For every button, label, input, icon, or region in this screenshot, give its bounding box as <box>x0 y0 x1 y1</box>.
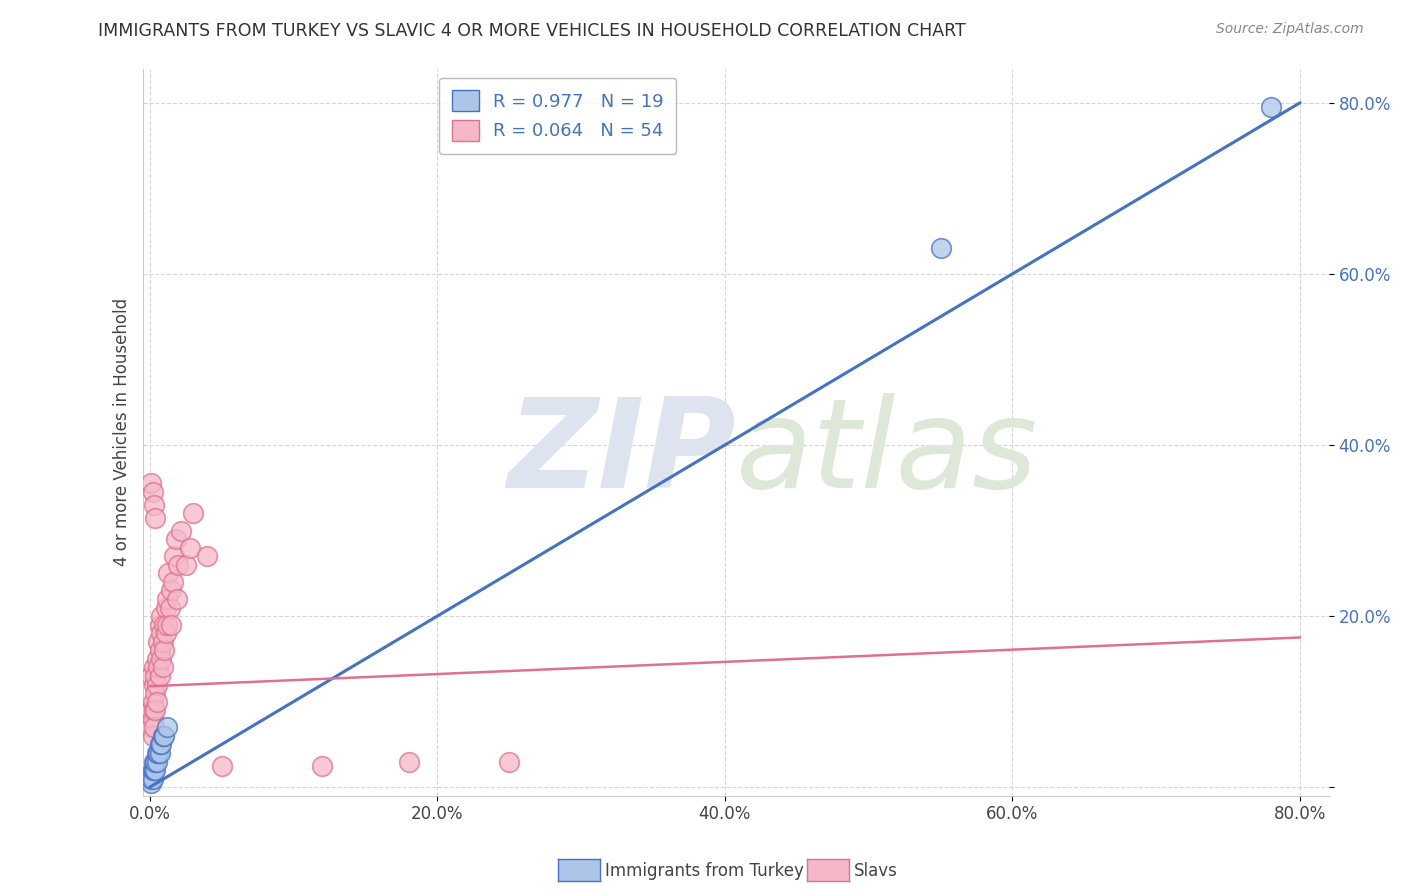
Point <box>153 617 176 632</box>
Point <box>150 652 173 666</box>
Point <box>141 669 163 683</box>
Point <box>145 686 167 700</box>
Point <box>142 695 165 709</box>
Point <box>145 763 167 777</box>
Point <box>149 746 172 760</box>
Point <box>146 755 169 769</box>
Legend: R = 0.977   N = 19, R = 0.064   N = 54: R = 0.977 N = 19, R = 0.064 N = 54 <box>439 78 676 153</box>
Y-axis label: 4 or more Vehicles in Household: 4 or more Vehicles in Household <box>114 298 131 566</box>
Point <box>149 643 172 657</box>
Point <box>170 524 193 538</box>
Point <box>148 634 170 648</box>
Point <box>141 703 163 717</box>
Point <box>141 476 163 491</box>
Point <box>148 746 170 760</box>
Text: Slavs: Slavs <box>855 862 898 880</box>
Point <box>149 738 172 752</box>
Point <box>155 626 177 640</box>
Point <box>141 720 163 734</box>
Point <box>167 558 190 572</box>
Text: Immigrants from Turkey: Immigrants from Turkey <box>605 862 804 880</box>
Point <box>143 720 166 734</box>
Point <box>143 763 166 777</box>
Text: IMMIGRANTS FROM TURKEY VS SLAVIC 4 OR MORE VEHICLES IN HOUSEHOLD CORRELATION CHA: IMMIGRANTS FROM TURKEY VS SLAVIC 4 OR MO… <box>98 22 966 40</box>
Point <box>150 609 173 624</box>
Point <box>156 591 179 606</box>
Point <box>149 669 172 683</box>
Point <box>145 510 167 524</box>
Point <box>142 772 165 786</box>
Point <box>142 485 165 500</box>
Point <box>150 626 173 640</box>
Point <box>156 617 179 632</box>
Point <box>160 583 183 598</box>
Point <box>143 755 166 769</box>
Point <box>152 634 174 648</box>
Point <box>157 566 180 581</box>
Point <box>145 755 167 769</box>
Point <box>150 738 173 752</box>
Point <box>141 776 163 790</box>
Point <box>143 498 166 512</box>
Text: Source: ZipAtlas.com: Source: ZipAtlas.com <box>1216 22 1364 37</box>
Point <box>181 507 204 521</box>
Text: ZIP: ZIP <box>508 393 735 515</box>
Point <box>155 600 177 615</box>
Point <box>143 677 166 691</box>
Text: atlas: atlas <box>735 393 1038 515</box>
Point <box>153 643 176 657</box>
Point <box>162 574 184 589</box>
Point <box>153 729 176 743</box>
Point <box>143 660 166 674</box>
Point <box>195 549 218 564</box>
Point <box>311 759 333 773</box>
Point <box>143 703 166 717</box>
Point <box>160 617 183 632</box>
Point <box>152 660 174 674</box>
Point <box>146 746 169 760</box>
Point <box>166 591 188 606</box>
Point <box>165 532 187 546</box>
Point <box>179 541 201 555</box>
Point <box>146 652 169 666</box>
Point <box>142 712 165 726</box>
Point <box>152 729 174 743</box>
Point <box>398 755 420 769</box>
Point <box>149 617 172 632</box>
Point <box>145 669 167 683</box>
Point <box>148 660 170 674</box>
Point <box>142 763 165 777</box>
Point <box>498 755 520 769</box>
Point <box>145 703 167 717</box>
Point <box>146 695 169 709</box>
Point <box>211 759 233 773</box>
Point <box>159 600 181 615</box>
Point <box>1260 100 1282 114</box>
Point <box>163 549 186 564</box>
Point <box>156 720 179 734</box>
Point <box>146 677 169 691</box>
Point <box>174 558 197 572</box>
Point <box>929 241 952 255</box>
Point <box>141 772 163 786</box>
Point <box>142 729 165 743</box>
